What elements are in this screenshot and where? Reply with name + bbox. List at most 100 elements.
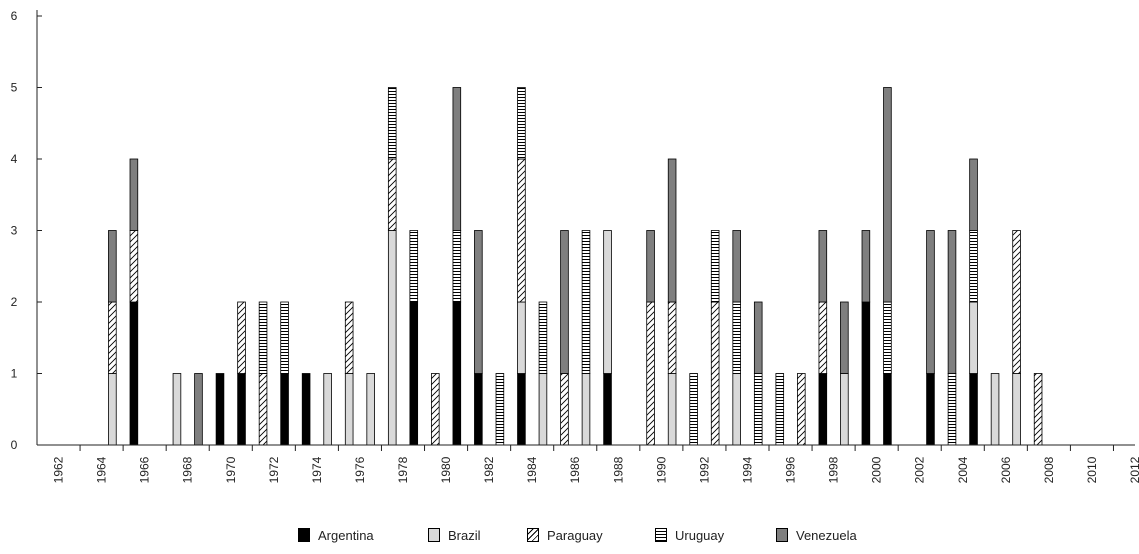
y-tick-label-6: 6 bbox=[11, 9, 18, 23]
legend-swatch-brazil bbox=[428, 528, 440, 542]
bar-brazil-1977 bbox=[366, 373, 375, 446]
bar-argentina-1979 bbox=[409, 301, 419, 446]
bar-uruguay-1996 bbox=[775, 373, 785, 446]
bar-argentina-1971 bbox=[237, 373, 246, 446]
bar-argentina-1981 bbox=[452, 301, 462, 446]
bar-brazil-1975 bbox=[323, 373, 332, 446]
bar-paraguay-1966 bbox=[129, 230, 139, 303]
bar-brazil-1985 bbox=[538, 373, 548, 446]
chart: 0 1 2 3 4 5 6 1962 1964 1966 1968 1970 1972 1974 1976 1… bbox=[11, 9, 1139, 483]
bar-uruguay-2005 bbox=[969, 230, 978, 303]
bar-venezuela-1969 bbox=[194, 373, 203, 446]
bar-venezuela-1999 bbox=[840, 301, 849, 374]
bar-uruguay-1981 bbox=[452, 230, 462, 303]
x-tick-label-2004: 2004 bbox=[956, 456, 970, 483]
bar-brazil-1965 bbox=[108, 373, 117, 446]
x-tick-label-1976: 1976 bbox=[353, 456, 367, 483]
bar-argentina-2000 bbox=[861, 301, 871, 446]
y-tick-label-4: 4 bbox=[11, 152, 18, 166]
bar-uruguay-2004 bbox=[947, 373, 957, 446]
x-tick-label-1962: 1962 bbox=[52, 456, 66, 483]
bar-brazil-1988 bbox=[603, 230, 612, 374]
bar-uruguay-1992 bbox=[689, 373, 698, 446]
bar-argentina-1974 bbox=[301, 373, 311, 446]
bar-venezuela-1995 bbox=[753, 301, 763, 374]
bar-brazil-2007 bbox=[1012, 373, 1021, 446]
bar-venezuela-2004 bbox=[947, 230, 957, 374]
x-tick-label-2010: 2010 bbox=[1085, 456, 1099, 483]
bar-argentina-2003 bbox=[926, 373, 935, 446]
bar-paraguay-1980 bbox=[431, 373, 440, 446]
y-tick-label-5: 5 bbox=[11, 81, 18, 95]
x-tick-label-2002: 2002 bbox=[913, 456, 927, 483]
x-tick-label-1984: 1984 bbox=[525, 456, 539, 483]
bar-brazil-2005 bbox=[969, 301, 978, 374]
bar-uruguay-1995 bbox=[753, 373, 763, 446]
x-tick-label-1966: 1966 bbox=[138, 456, 152, 483]
bar-venezuela-1991 bbox=[667, 158, 677, 303]
bar-uruguay-1984 bbox=[517, 87, 526, 160]
bar-argentina-1973 bbox=[280, 373, 289, 446]
bar-argentina-2005 bbox=[969, 373, 978, 446]
bar-brazil-1991 bbox=[667, 373, 677, 446]
x-tick-label-1988: 1988 bbox=[611, 456, 625, 483]
x-tick-label-1982: 1982 bbox=[482, 456, 496, 483]
legend-swatch-paraguay bbox=[527, 528, 539, 542]
bar-paraguay-1978 bbox=[387, 158, 397, 231]
bar-venezuela-2001 bbox=[883, 87, 892, 303]
bar-venezuela-1994 bbox=[732, 230, 741, 303]
x-tick-label-1992: 1992 bbox=[697, 456, 711, 483]
x-tick-label-1974: 1974 bbox=[310, 456, 324, 483]
legend-label-argentina: Argentina bbox=[318, 527, 374, 543]
bar-paraguay-1976 bbox=[344, 301, 354, 374]
x-tick-label-1998: 1998 bbox=[827, 456, 841, 483]
x-tick-label-1978: 1978 bbox=[396, 456, 410, 483]
bar-uruguay-1985 bbox=[538, 301, 548, 374]
bar-venezuela-2003 bbox=[926, 230, 935, 374]
x-tick-label-1972: 1972 bbox=[267, 456, 281, 483]
x-tick-label-1970: 1970 bbox=[224, 456, 238, 483]
x-tick-label-2000: 2000 bbox=[870, 456, 884, 483]
legend-swatch-uruguay bbox=[655, 528, 667, 542]
legend-item-brazil: Brazil bbox=[428, 521, 481, 549]
legend-label-brazil: Brazil bbox=[448, 527, 481, 543]
bar-uruguay-1983 bbox=[495, 373, 505, 446]
bar-paraguay-1971 bbox=[237, 301, 246, 374]
y-tick-label-3: 3 bbox=[11, 224, 18, 238]
bar-brazil-1994 bbox=[732, 373, 741, 446]
bar-argentina-1970 bbox=[215, 373, 225, 446]
legend-item-argentina: Argentina bbox=[298, 521, 374, 549]
bar-argentina-1984 bbox=[517, 373, 526, 446]
bar-paraguay-1993 bbox=[710, 301, 720, 446]
bar-venezuela-1965 bbox=[108, 230, 117, 303]
bar-brazil-1968 bbox=[172, 373, 182, 446]
x-tick-label-1986: 1986 bbox=[568, 456, 582, 483]
bar-venezuela-1998 bbox=[818, 230, 828, 303]
bar-paraguay-2007 bbox=[1012, 230, 1021, 374]
legend-label-venezuela: Venezuela bbox=[796, 527, 857, 543]
bar-uruguay-1987 bbox=[581, 230, 591, 374]
bar-paraguay-1990 bbox=[646, 301, 655, 446]
bar-paraguay-1986 bbox=[560, 373, 569, 446]
x-tick-label-1990: 1990 bbox=[654, 456, 668, 483]
bar-uruguay-1978 bbox=[387, 87, 397, 160]
x-tick-label-1996: 1996 bbox=[784, 456, 798, 483]
bar-paraguay-1991 bbox=[667, 301, 677, 374]
legend-label-paraguay: Paraguay bbox=[547, 527, 603, 543]
y-tick-label-0: 0 bbox=[11, 438, 18, 452]
bar-paraguay-1998 bbox=[818, 301, 828, 374]
bar-paraguay-1984 bbox=[517, 158, 526, 303]
bar-argentina-1988 bbox=[603, 373, 612, 446]
bar-brazil-1987 bbox=[581, 373, 591, 446]
bar-venezuela-1990 bbox=[646, 230, 655, 303]
bar-paraguay-1997 bbox=[797, 373, 806, 446]
bar-venezuela-1986 bbox=[560, 230, 569, 374]
bar-paraguay-1972 bbox=[258, 373, 268, 446]
bar-venezuela-1966 bbox=[129, 158, 139, 231]
legend-item-venezuela: Venezuela bbox=[776, 521, 857, 549]
bar-uruguay-1979 bbox=[409, 230, 419, 303]
bar-argentina-1998 bbox=[818, 373, 828, 446]
x-tick-label-1964: 1964 bbox=[95, 456, 109, 483]
bar-uruguay-1993 bbox=[710, 230, 720, 303]
legend-swatch-venezuela bbox=[776, 528, 788, 542]
